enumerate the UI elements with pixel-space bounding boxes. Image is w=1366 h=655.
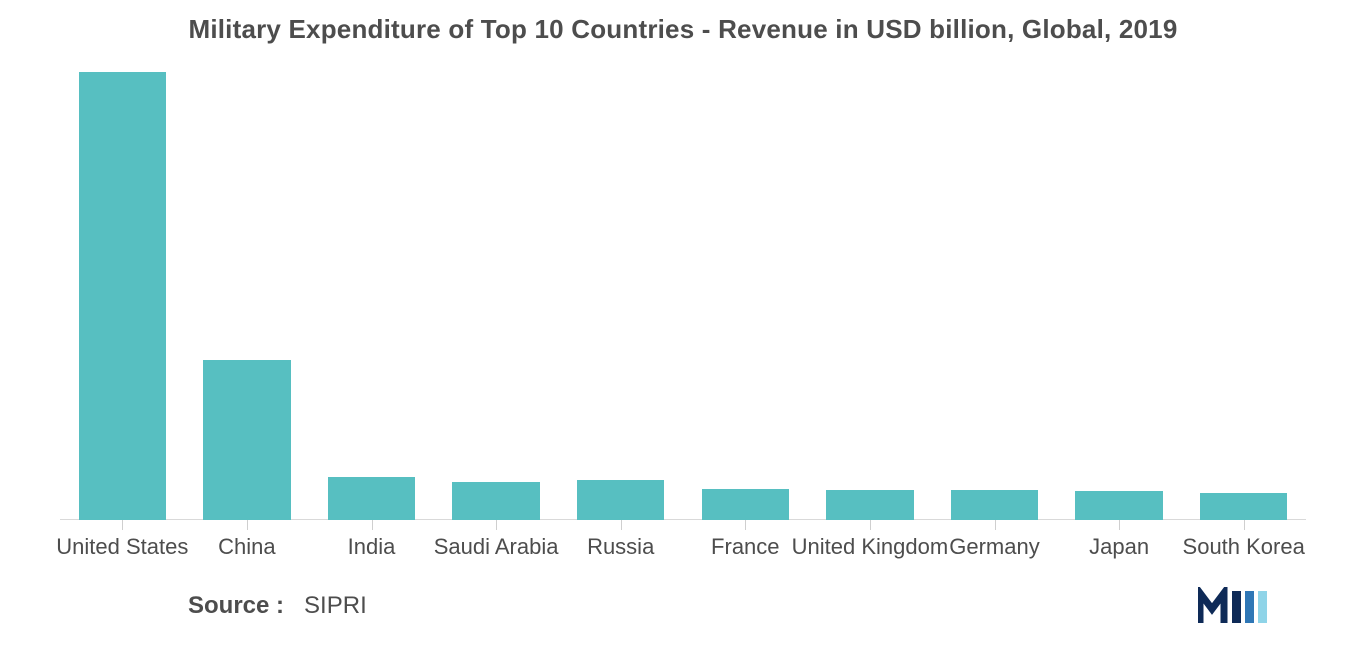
source-value: SIPRI bbox=[304, 592, 367, 619]
x-tick bbox=[247, 520, 248, 530]
x-tick bbox=[995, 520, 996, 530]
x-tick bbox=[1244, 520, 1245, 530]
x-tick bbox=[870, 520, 871, 530]
bar bbox=[328, 477, 415, 520]
bar-slot bbox=[60, 72, 185, 520]
bar-slot bbox=[683, 72, 808, 520]
x-axis-label: India bbox=[348, 534, 396, 560]
x-tick bbox=[745, 520, 746, 530]
x-tick bbox=[496, 520, 497, 530]
bar bbox=[702, 489, 789, 520]
bar bbox=[203, 360, 290, 520]
x-axis-label: United Kingdom bbox=[792, 534, 949, 560]
bar-slot bbox=[1181, 72, 1306, 520]
bar-slot bbox=[309, 72, 434, 520]
x-axis-label: China bbox=[218, 534, 275, 560]
x-axis-labels: United StatesChinaIndiaSaudi ArabiaRussi… bbox=[60, 530, 1306, 570]
bar bbox=[1200, 493, 1287, 520]
bar-slot bbox=[808, 72, 933, 520]
bar-slot bbox=[558, 72, 683, 520]
x-axis-label: France bbox=[711, 534, 779, 560]
bar-slot bbox=[932, 72, 1057, 520]
x-axis-label: Japan bbox=[1089, 534, 1149, 560]
source-label: Source : bbox=[188, 592, 284, 619]
x-axis-label: Russia bbox=[587, 534, 654, 560]
source-attribution: Source : SIPRI bbox=[188, 592, 367, 620]
bar-slot bbox=[434, 72, 559, 520]
chart-plot-area bbox=[60, 72, 1306, 520]
x-axis-label: Germany bbox=[949, 534, 1039, 560]
x-tick bbox=[122, 520, 123, 530]
bar bbox=[577, 480, 664, 520]
x-tick bbox=[1119, 520, 1120, 530]
x-axis-label: South Korea bbox=[1183, 534, 1305, 560]
bar bbox=[826, 490, 913, 520]
bar bbox=[79, 72, 166, 520]
bar-slot bbox=[1057, 72, 1182, 520]
x-axis-label: United States bbox=[56, 534, 188, 560]
bar bbox=[951, 490, 1038, 520]
bar-slot bbox=[185, 72, 310, 520]
x-tick bbox=[621, 520, 622, 530]
mordor-intelligence-logo-icon bbox=[1198, 587, 1276, 625]
chart-title: Military Expenditure of Top 10 Countries… bbox=[0, 14, 1366, 45]
bar bbox=[1075, 491, 1162, 520]
x-axis-label: Saudi Arabia bbox=[434, 534, 559, 560]
bar bbox=[452, 482, 539, 520]
x-tick bbox=[372, 520, 373, 530]
